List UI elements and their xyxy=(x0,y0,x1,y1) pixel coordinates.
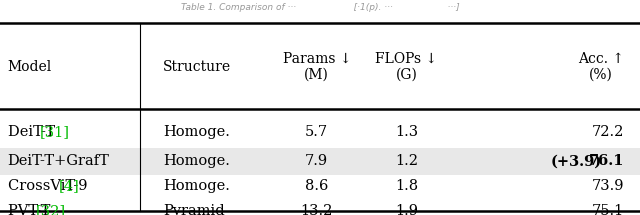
Text: 8.6: 8.6 xyxy=(305,179,328,193)
Text: PVT-T: PVT-T xyxy=(8,204,54,215)
Text: Acc. ↑
(%): Acc. ↑ (%) xyxy=(578,52,624,82)
Text: 1.2: 1.2 xyxy=(395,154,418,168)
Text: FLOPs ↓
(G): FLOPs ↓ (G) xyxy=(375,52,438,82)
Text: Params ↓
(M): Params ↓ (M) xyxy=(282,52,351,82)
Text: 1.8: 1.8 xyxy=(395,179,418,193)
Text: [4]: [4] xyxy=(58,179,79,193)
Text: Pyramid: Pyramid xyxy=(163,204,225,215)
Text: 1.3: 1.3 xyxy=(395,125,418,139)
Text: DeiT-T: DeiT-T xyxy=(8,125,60,139)
Text: Table 1. Comparison of ···                    [·1(p). ···                   ···]: Table 1. Comparison of ··· [·1(p). ··· ·… xyxy=(180,3,460,12)
Text: Homoge.: Homoge. xyxy=(163,179,230,193)
Text: 7.9: 7.9 xyxy=(305,154,328,168)
Text: 76.1: 76.1 xyxy=(589,154,624,168)
Text: 72.2: 72.2 xyxy=(591,125,624,139)
Text: Structure: Structure xyxy=(163,60,231,74)
Text: 75.1: 75.1 xyxy=(592,204,624,215)
Text: Homoge.: Homoge. xyxy=(163,154,230,168)
Text: 5.7: 5.7 xyxy=(305,125,328,139)
Text: [32]: [32] xyxy=(35,204,65,215)
Text: 13.2: 13.2 xyxy=(301,204,333,215)
Text: 1.9: 1.9 xyxy=(395,204,418,215)
Text: Model: Model xyxy=(8,60,52,74)
Text: DeiT-T+GrafT: DeiT-T+GrafT xyxy=(8,154,109,168)
Text: Homoge.: Homoge. xyxy=(163,125,230,139)
Text: (+3.9): (+3.9) xyxy=(550,154,602,168)
Bar xyxy=(0,148,640,175)
Text: CrossViT-9: CrossViT-9 xyxy=(8,179,92,193)
Text: 73.9: 73.9 xyxy=(591,179,624,193)
Text: [31]: [31] xyxy=(40,125,70,139)
